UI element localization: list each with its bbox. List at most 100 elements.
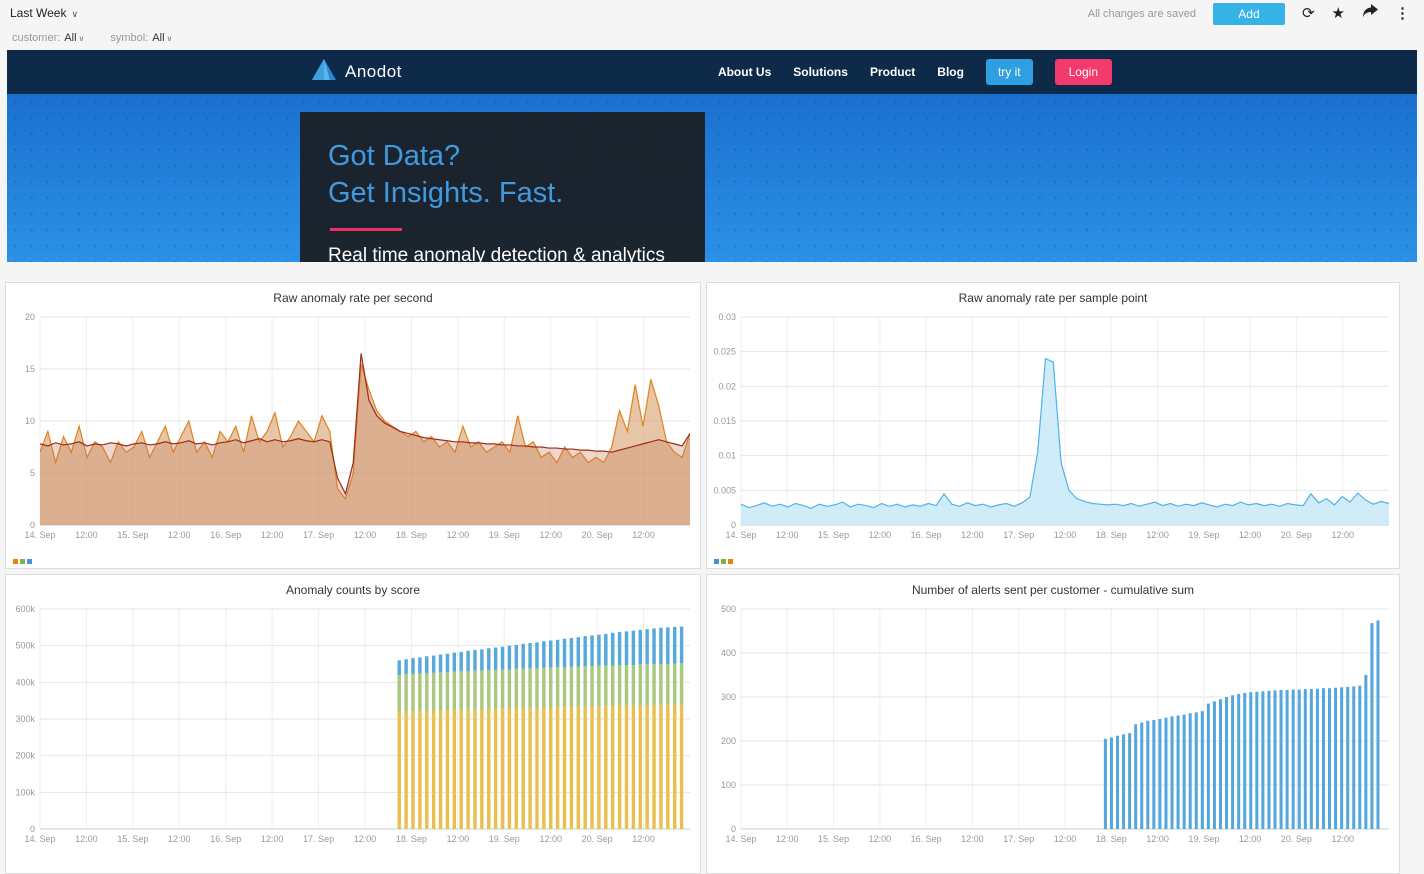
chart-legend <box>13 559 34 564</box>
nav-item-blog[interactable]: Blog <box>937 65 964 79</box>
hero-headline-1: Got Data? <box>328 140 461 172</box>
brand-logo-icon <box>312 59 336 85</box>
svg-text:100k: 100k <box>15 787 35 797</box>
hero-banner: Got Data? Get Insights. Fast. Real time … <box>7 94 1417 262</box>
svg-text:15. Sep: 15. Sep <box>117 530 148 540</box>
svg-text:12:00: 12:00 <box>447 834 470 844</box>
svg-text:16. Sep: 16. Sep <box>911 834 942 844</box>
customer-filter-value: All <box>64 32 77 44</box>
svg-text:17. Sep: 17. Sep <box>303 834 334 844</box>
svg-text:12:00: 12:00 <box>632 530 655 540</box>
svg-text:0.01: 0.01 <box>718 451 736 461</box>
svg-text:400k: 400k <box>15 677 35 687</box>
kebab-menu-icon[interactable]: ⋮ <box>1395 5 1410 22</box>
legend-swatch <box>27 559 32 564</box>
customer-filter[interactable]: customer: All ∨ <box>12 32 84 44</box>
svg-text:12:00: 12:00 <box>168 834 191 844</box>
svg-text:12:00: 12:00 <box>354 530 377 540</box>
chart-title: Anomaly counts by score <box>285 583 421 597</box>
svg-text:0.03: 0.03 <box>718 312 736 322</box>
svg-text:12:00: 12:00 <box>168 530 191 540</box>
panel-raw-anomaly-rate-per-second: Raw anomaly rate per second 14. Sep 12:00… <box>5 282 701 569</box>
legend-swatch <box>728 559 733 564</box>
svg-text:14. Sep: 14. Sep <box>725 530 756 540</box>
svg-text:14. Sep: 14. Sep <box>725 834 756 844</box>
svg-text:500: 500 <box>721 604 736 614</box>
hero-subheadline: Real time anomaly detection & analytics <box>328 245 665 262</box>
top-toolbar: Last Week ∨ All changes are saved Add ⟳ ★… <box>0 0 1424 30</box>
svg-text:12:00: 12:00 <box>1146 834 1169 844</box>
svg-text:300k: 300k <box>15 714 35 724</box>
svg-text:5: 5 <box>30 468 35 478</box>
svg-text:200k: 200k <box>15 751 35 761</box>
svg-text:12:00: 12:00 <box>869 834 892 844</box>
saved-status: All changes are saved <box>1087 8 1196 20</box>
login-button[interactable]: Login <box>1054 59 1112 85</box>
svg-text:100: 100 <box>721 780 736 790</box>
nav-item-about-us[interactable]: About Us <box>717 65 772 79</box>
chart-canvas[interactable]: 14. Sep 12:00 15. Sep 12:00 16. Sep 12:00 17. … <box>6 601 700 851</box>
svg-text:17. Sep: 17. Sep <box>1003 530 1034 540</box>
svg-text:19. Sep: 19. Sep <box>489 834 520 844</box>
svg-text:19. Sep: 19. Sep <box>1188 530 1219 540</box>
svg-text:18. Sep: 18. Sep <box>396 834 427 844</box>
share-icon[interactable] <box>1362 4 1378 24</box>
svg-text:15: 15 <box>25 364 35 374</box>
svg-text:16. Sep: 16. Sep <box>911 530 942 540</box>
chevron-down-icon: ∨ <box>78 34 85 43</box>
hero-widget: Anodot About Us Solutions Product Blog t… <box>7 50 1417 262</box>
panel-alerts-cumulative-sum: Number of alerts sent per customer - cum… <box>706 574 1400 874</box>
svg-text:20. Sep: 20. Sep <box>582 530 613 540</box>
svg-text:12:00: 12:00 <box>354 834 377 844</box>
nav-item-product[interactable]: Product <box>869 65 916 79</box>
chart-title: Number of alerts sent per customer - cum… <box>911 583 1195 597</box>
svg-text:12:00: 12:00 <box>1239 834 1262 844</box>
svg-text:20. Sep: 20. Sep <box>1281 834 1312 844</box>
chart-title: Raw anomaly rate per sample point <box>958 291 1148 305</box>
star-icon[interactable]: ★ <box>1331 5 1345 22</box>
legend-swatch <box>13 559 18 564</box>
svg-text:20. Sep: 20. Sep <box>582 834 613 844</box>
svg-text:12:00: 12:00 <box>261 530 284 540</box>
svg-text:12:00: 12:00 <box>961 834 984 844</box>
symbol-filter[interactable]: symbol: All ∨ <box>110 32 172 44</box>
time-range-selector[interactable]: Last Week ∨ <box>10 6 78 20</box>
svg-text:12:00: 12:00 <box>447 530 470 540</box>
refresh-icon[interactable]: ⟳ <box>1301 5 1315 22</box>
filter-bar: customer: All ∨ symbol: All ∨ <box>12 32 172 44</box>
svg-text:12:00: 12:00 <box>75 530 98 540</box>
svg-text:400: 400 <box>721 648 736 658</box>
svg-text:12:00: 12:00 <box>1331 834 1354 844</box>
svg-text:12:00: 12:00 <box>75 834 98 844</box>
svg-text:12:00: 12:00 <box>261 834 284 844</box>
hero-text-panel: Got Data? Get Insights. Fast. Real time … <box>300 112 705 262</box>
svg-text:16. Sep: 16. Sep <box>210 530 241 540</box>
svg-text:0: 0 <box>30 824 35 834</box>
chart-canvas[interactable]: 14. Sep 12:00 15. Sep 12:00 16. Sep 12:00 17. … <box>6 309 700 547</box>
svg-text:16. Sep: 16. Sep <box>210 834 241 844</box>
svg-text:0.015: 0.015 <box>713 416 736 426</box>
chart-title: Raw anomaly rate per second <box>273 291 433 305</box>
svg-text:15. Sep: 15. Sep <box>818 530 849 540</box>
chart-canvas[interactable]: 14. Sep 12:00 15. Sep 12:00 16. Sep 12:00 17. … <box>707 309 1399 547</box>
svg-text:300: 300 <box>721 692 736 702</box>
add-button[interactable]: Add <box>1212 3 1285 25</box>
legend-swatch <box>20 559 25 564</box>
svg-text:12:00: 12:00 <box>1146 530 1169 540</box>
try-it-button[interactable]: try it <box>985 59 1033 85</box>
symbol-filter-label: symbol: <box>110 32 149 44</box>
legend-swatch <box>721 559 726 564</box>
svg-text:12:00: 12:00 <box>539 530 562 540</box>
svg-text:12:00: 12:00 <box>869 530 892 540</box>
svg-text:0.005: 0.005 <box>713 485 736 495</box>
brand[interactable]: Anodot <box>312 59 402 85</box>
svg-text:12:00: 12:00 <box>1054 530 1077 540</box>
nav-item-solutions[interactable]: Solutions <box>793 65 848 79</box>
svg-text:12:00: 12:00 <box>632 834 655 844</box>
svg-text:18. Sep: 18. Sep <box>1096 530 1127 540</box>
brand-name: Anodot <box>345 62 402 81</box>
hero-headline-2: Get Insights. Fast. <box>328 177 564 210</box>
svg-text:12:00: 12:00 <box>776 530 799 540</box>
chart-canvas[interactable]: 14. Sep 12:00 15. Sep 12:00 16. Sep 12:00 17. … <box>707 601 1399 851</box>
svg-text:17. Sep: 17. Sep <box>303 530 334 540</box>
